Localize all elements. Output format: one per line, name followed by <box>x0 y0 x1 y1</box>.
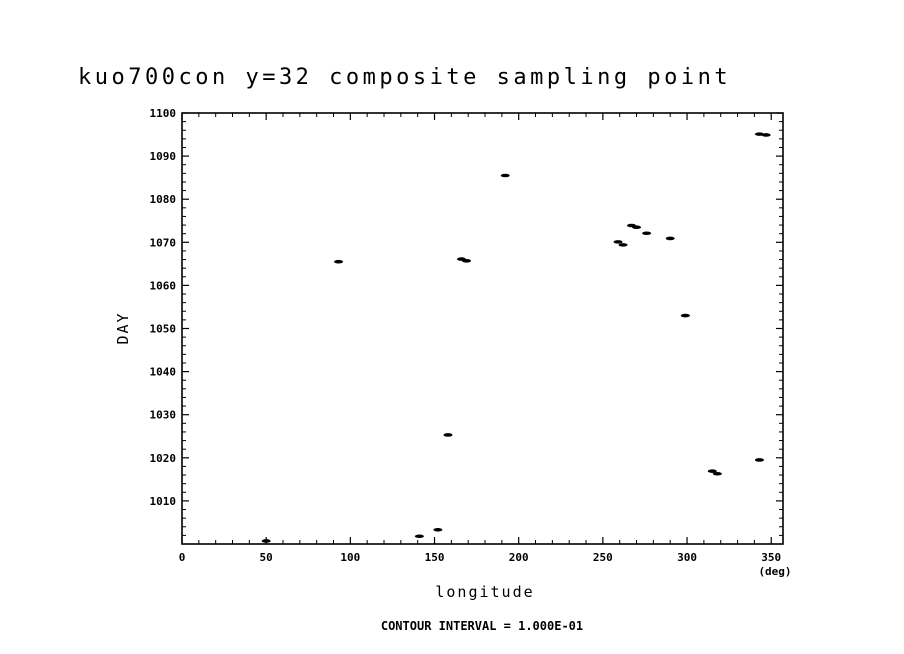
data-point <box>500 173 510 178</box>
y-tick-label: 1100 <box>150 107 177 120</box>
data-point <box>761 133 771 137</box>
y-tick-label: 1090 <box>150 150 177 163</box>
y-tick-label: 1030 <box>150 409 177 422</box>
x-tick-label: 50 <box>260 551 273 564</box>
y-tick-label: 1010 <box>150 495 177 508</box>
data-point <box>642 231 652 236</box>
x-axis-unit: (deg) <box>758 565 791 578</box>
y-axis-ticks: 1010 1020 1030 1040 1050 1060 1070 1080 1090 1100 <box>150 107 783 536</box>
data-point <box>712 471 722 476</box>
data-point <box>433 527 443 532</box>
data-point <box>754 458 764 462</box>
data-point <box>414 534 424 539</box>
data-points <box>261 132 771 543</box>
x-tick-label: 200 <box>509 551 529 564</box>
x-tick-label: 250 <box>593 551 613 564</box>
data-point <box>443 433 453 437</box>
x-tick-label: 100 <box>340 551 360 564</box>
y-tick-label: 1020 <box>150 452 177 465</box>
chart-title: kuo700con y=32 composite sampling point <box>78 65 731 90</box>
data-point <box>334 259 344 264</box>
data-point <box>618 243 628 247</box>
x-tick-label: 150 <box>425 551 445 564</box>
x-axis-label: longitude <box>435 583 534 601</box>
plot-frame <box>181 112 784 545</box>
data-point <box>462 259 472 263</box>
y-tick-label: 1070 <box>150 236 177 249</box>
data-point <box>632 225 642 230</box>
y-tick-label: 1060 <box>150 279 177 292</box>
x-tick-label: 0 <box>179 551 186 564</box>
y-axis-label: DAY <box>114 311 132 344</box>
data-point <box>261 539 271 543</box>
y-tick-label: 1080 <box>150 193 177 206</box>
contour-interval-footer: CONTOUR INTERVAL = 1.000E-01 <box>381 619 583 633</box>
x-tick-label: 350 <box>761 551 781 564</box>
data-point <box>707 469 717 473</box>
data-point <box>680 313 690 318</box>
data-point <box>665 236 675 241</box>
data-point <box>613 240 623 244</box>
x-tick-label: 300 <box>677 551 697 564</box>
y-tick-label: 1040 <box>150 366 177 379</box>
x-axis-ticks: 0 50 100 150 200 250 300 350 <box>179 113 781 564</box>
y-tick-label: 1050 <box>150 323 177 336</box>
